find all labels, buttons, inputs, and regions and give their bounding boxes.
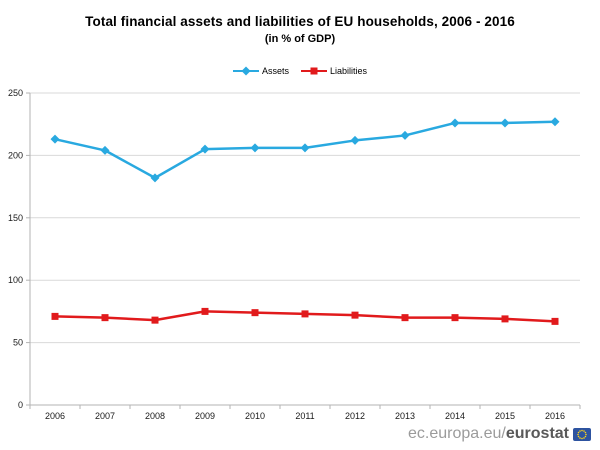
svg-text:100: 100 bbox=[8, 275, 23, 285]
svg-text:2014: 2014 bbox=[445, 411, 465, 421]
svg-text:2006: 2006 bbox=[45, 411, 65, 421]
svg-text:2008: 2008 bbox=[145, 411, 165, 421]
assets-line-marker-icon bbox=[232, 66, 259, 76]
svg-text:2009: 2009 bbox=[195, 411, 215, 421]
footer-url-prefix: ec.europa.eu/ bbox=[408, 425, 506, 442]
svg-text:250: 250 bbox=[8, 88, 23, 98]
svg-text:2007: 2007 bbox=[95, 411, 115, 421]
svg-text:2011: 2011 bbox=[295, 411, 314, 421]
legend-item-assets: Assets bbox=[232, 66, 289, 76]
eu-flag-icon bbox=[573, 427, 591, 441]
svg-text:2012: 2012 bbox=[345, 411, 365, 421]
svg-text:2010: 2010 bbox=[245, 411, 265, 421]
legend-label-assets: Assets bbox=[261, 66, 289, 76]
svg-text:200: 200 bbox=[8, 150, 23, 160]
svg-text:0: 0 bbox=[18, 400, 23, 410]
chart-title: Total financial assets and liabilities o… bbox=[85, 14, 515, 29]
svg-text:2015: 2015 bbox=[495, 411, 515, 421]
legend-label-liabilities: Liabilities bbox=[329, 66, 368, 76]
legend: Assets Liabilities bbox=[0, 66, 600, 76]
liabilities-line-marker-icon bbox=[300, 67, 327, 75]
svg-text:150: 150 bbox=[8, 213, 23, 223]
chart-subtitle: (in % of GDP) bbox=[264, 33, 336, 45]
footer-url-brand: eurostat bbox=[505, 425, 569, 442]
legend-item-liabilities: Liabilities bbox=[300, 66, 368, 76]
svg-text:50: 50 bbox=[13, 338, 23, 348]
footer: ec.europa.eu/eurostat bbox=[408, 424, 591, 444]
svg-text:2016: 2016 bbox=[545, 411, 565, 421]
svg-text:2013: 2013 bbox=[395, 411, 415, 421]
